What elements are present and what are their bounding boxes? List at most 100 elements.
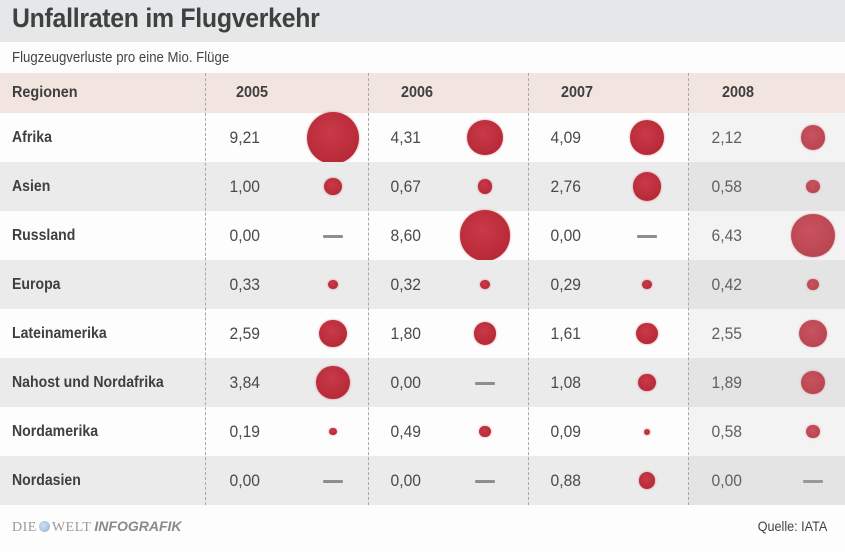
value-label-2007: 2,76	[550, 177, 581, 196]
value-label-2008: 2,55	[711, 324, 742, 343]
zero-dash-mark	[323, 234, 343, 238]
value-label-2005: 3,84	[229, 373, 260, 392]
column-divider	[688, 73, 689, 505]
bubble-mark	[329, 427, 337, 436]
bubble-mark	[801, 370, 825, 395]
value-label-2005: 9,21	[229, 128, 260, 147]
region-label: Europa	[12, 276, 61, 293]
bubble-mark	[791, 213, 835, 258]
logo-welt-text: WELT	[51, 520, 92, 535]
value-label-2008: 0,00	[711, 471, 742, 490]
column-divider	[205, 73, 206, 505]
bubble-mark	[629, 120, 665, 155]
bubble-mark	[324, 177, 342, 196]
bubble-mark	[807, 278, 819, 291]
column-divider	[528, 73, 529, 505]
value-label-2006: 0,32	[390, 275, 421, 294]
value-label-2008: 2,12	[711, 128, 742, 147]
table-row: Asien 1,00 0,67 2,76 0,58	[0, 162, 845, 211]
value-label-2006: 0,49	[390, 422, 421, 441]
source-label: Quelle: IATA	[757, 518, 827, 534]
value-label-2006: 1,80	[390, 324, 421, 343]
region-label: Russland	[12, 227, 76, 244]
table-header-row: Regionen 2005 2006 2007 2008	[0, 73, 845, 113]
table-row: Nahost und Nordafrika 3,84 0,00 1,08 1,89	[0, 358, 845, 407]
value-label-2007: 0,88	[550, 471, 581, 490]
bubble-mark	[806, 424, 820, 439]
value-label-2007: 0,09	[550, 422, 581, 441]
bubble-mark	[479, 425, 491, 438]
bubble-mark	[477, 179, 492, 194]
bubble-mark	[636, 322, 658, 345]
value-label-2006: 4,31	[390, 128, 421, 147]
value-label-2008: 0,58	[711, 422, 742, 441]
year-header-2008: 2008	[722, 84, 755, 101]
bubble-mark	[642, 279, 652, 290]
region-column-header: Regionen	[12, 84, 78, 101]
region-label: Nordamerika	[12, 423, 99, 440]
value-label-2005: 0,00	[229, 471, 260, 490]
region-label: Asien	[12, 178, 51, 195]
region-label: Nordasien	[12, 472, 81, 489]
bubble-mark	[316, 365, 350, 400]
zero-dash-mark	[637, 234, 657, 238]
bubble-mark	[307, 111, 359, 164]
globe-icon	[38, 521, 50, 532]
bubble-mark	[638, 472, 656, 489]
chart-subtitle: Flugzeugverluste pro eine Mio. Flüge	[12, 49, 230, 66]
value-label-2006: 8,60	[390, 226, 421, 245]
bubble-mark	[467, 119, 503, 156]
logo-die-text: DIE	[12, 520, 37, 535]
table-row: Nordamerika 0,19 0,49 0,09 0,58	[0, 407, 845, 456]
value-label-2008: 0,42	[711, 275, 742, 294]
table-row: Russland 0,00 8,60 0,00 6,43	[0, 210, 845, 261]
zero-dash-mark	[803, 479, 823, 483]
value-label-2008: 1,89	[711, 373, 742, 392]
table-row: Nordasien 0,00 0,00 0,88 0,00	[0, 456, 845, 505]
value-label-2006: 0,67	[390, 177, 421, 196]
bubble-mark	[638, 373, 656, 392]
bubble-mark	[799, 319, 827, 348]
table-row: Europa 0,33 0,32 0,29 0,42	[0, 260, 845, 309]
value-label-2005: 0,19	[229, 422, 260, 441]
region-label: Lateinamerika	[12, 325, 107, 342]
bubble-mark	[480, 279, 490, 290]
bubble-mark	[632, 172, 662, 201]
year-header-2007: 2007	[561, 84, 594, 101]
zero-dash-mark	[475, 381, 495, 385]
year-header-2005: 2005	[236, 84, 269, 101]
region-label: Nahost und Nordafrika	[12, 374, 164, 391]
value-label-2005: 0,00	[229, 226, 260, 245]
bubble-mark	[473, 322, 497, 345]
bubble-mark	[328, 279, 338, 290]
value-label-2007: 1,61	[550, 324, 581, 343]
value-label-2007: 4,09	[550, 128, 581, 147]
column-2008-tint	[689, 113, 845, 505]
value-label-2005: 1,00	[229, 177, 260, 196]
value-label-2006: 0,00	[390, 373, 421, 392]
zero-dash-mark	[475, 479, 495, 483]
bubble-mark	[319, 319, 347, 348]
value-label-2008: 6,43	[711, 226, 742, 245]
bubble-mark	[806, 179, 820, 194]
bubble-mark	[644, 428, 650, 435]
table-row: Lateinamerika 2,59 1,80 1,61 2,55	[0, 309, 845, 358]
value-label-2008: 0,58	[711, 177, 742, 196]
table-row: Afrika 9,21 4,31 4,09 2,12	[0, 111, 845, 164]
value-label-2007: 0,00	[550, 226, 581, 245]
logo-infografik-text: INFOGRAFIK	[94, 518, 182, 534]
year-header-2006: 2006	[401, 84, 434, 101]
value-label-2005: 0,33	[229, 275, 260, 294]
title-band	[0, 0, 845, 42]
value-label-2005: 2,59	[229, 324, 260, 343]
chart-title: Unfallraten im Flugverkehr	[12, 3, 320, 33]
value-label-2007: 1,08	[550, 373, 581, 392]
value-label-2007: 0,29	[550, 275, 581, 294]
zero-dash-mark	[323, 479, 343, 483]
column-divider	[368, 73, 369, 505]
bubble-mark	[800, 125, 826, 150]
region-label: Afrika	[12, 129, 52, 146]
value-label-2006: 0,00	[390, 471, 421, 490]
bubble-mark	[459, 210, 511, 261]
welt-infografik-logo: DIE WELT INFOGRAFIK	[12, 518, 182, 536]
